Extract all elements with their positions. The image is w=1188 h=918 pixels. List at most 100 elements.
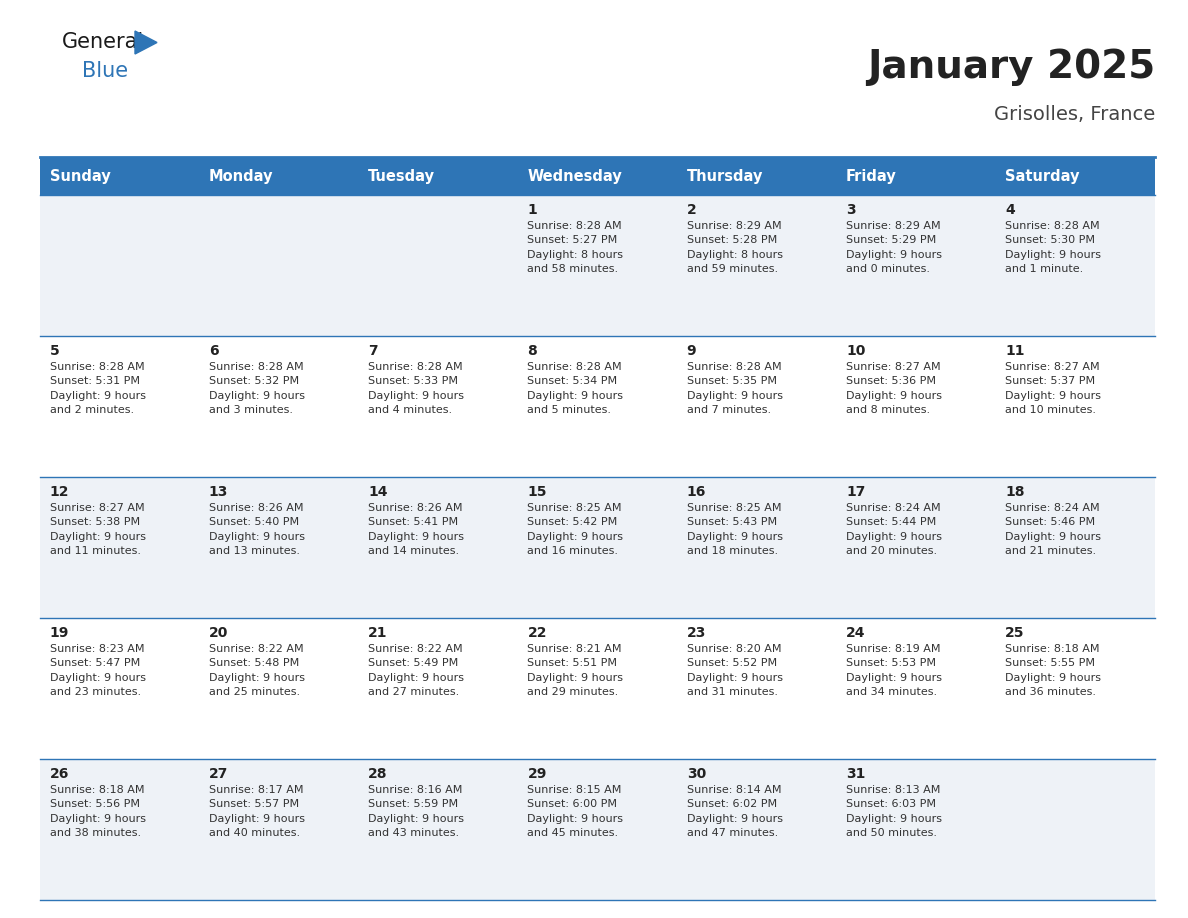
Text: 31: 31 <box>846 767 865 781</box>
Text: Sunrise: 8:27 AM
Sunset: 5:38 PM
Daylight: 9 hours
and 11 minutes.: Sunrise: 8:27 AM Sunset: 5:38 PM Dayligh… <box>50 503 146 556</box>
Bar <box>836 195 996 336</box>
Text: Sunrise: 8:19 AM
Sunset: 5:53 PM
Daylight: 9 hours
and 34 minutes.: Sunrise: 8:19 AM Sunset: 5:53 PM Dayligh… <box>846 644 942 697</box>
Bar <box>518 336 677 477</box>
Text: 19: 19 <box>50 626 69 640</box>
Text: 25: 25 <box>1005 626 1025 640</box>
Text: 11: 11 <box>1005 344 1025 358</box>
Bar <box>40 157 200 195</box>
Bar <box>677 157 836 195</box>
Text: Blue: Blue <box>82 61 128 81</box>
Text: 24: 24 <box>846 626 866 640</box>
Text: Sunrise: 8:29 AM
Sunset: 5:29 PM
Daylight: 9 hours
and 0 minutes.: Sunrise: 8:29 AM Sunset: 5:29 PM Dayligh… <box>846 221 942 274</box>
Text: Sunrise: 8:26 AM
Sunset: 5:41 PM
Daylight: 9 hours
and 14 minutes.: Sunrise: 8:26 AM Sunset: 5:41 PM Dayligh… <box>368 503 465 556</box>
Text: Sunrise: 8:24 AM
Sunset: 5:46 PM
Daylight: 9 hours
and 21 minutes.: Sunrise: 8:24 AM Sunset: 5:46 PM Dayligh… <box>1005 503 1101 556</box>
Text: 20: 20 <box>209 626 228 640</box>
Text: 8: 8 <box>527 344 537 358</box>
Text: 5: 5 <box>50 344 59 358</box>
Bar <box>996 336 1155 477</box>
Text: Sunrise: 8:13 AM
Sunset: 6:03 PM
Daylight: 9 hours
and 50 minutes.: Sunrise: 8:13 AM Sunset: 6:03 PM Dayligh… <box>846 785 942 838</box>
Text: 4: 4 <box>1005 203 1015 217</box>
Bar <box>677 336 836 477</box>
Text: General: General <box>62 32 144 52</box>
Bar <box>200 477 359 618</box>
Text: Sunrise: 8:16 AM
Sunset: 5:59 PM
Daylight: 9 hours
and 43 minutes.: Sunrise: 8:16 AM Sunset: 5:59 PM Dayligh… <box>368 785 465 838</box>
Text: Wednesday: Wednesday <box>527 169 623 184</box>
Bar <box>836 618 996 759</box>
Text: 6: 6 <box>209 344 219 358</box>
Text: 1: 1 <box>527 203 537 217</box>
Text: Sunrise: 8:28 AM
Sunset: 5:30 PM
Daylight: 9 hours
and 1 minute.: Sunrise: 8:28 AM Sunset: 5:30 PM Dayligh… <box>1005 221 1101 274</box>
Text: Sunrise: 8:28 AM
Sunset: 5:35 PM
Daylight: 9 hours
and 7 minutes.: Sunrise: 8:28 AM Sunset: 5:35 PM Dayligh… <box>687 362 783 415</box>
Text: Sunrise: 8:18 AM
Sunset: 5:55 PM
Daylight: 9 hours
and 36 minutes.: Sunrise: 8:18 AM Sunset: 5:55 PM Dayligh… <box>1005 644 1101 697</box>
Bar <box>677 618 836 759</box>
Text: Sunday: Sunday <box>50 169 110 184</box>
Bar <box>359 195 518 336</box>
Bar <box>200 618 359 759</box>
Text: 22: 22 <box>527 626 546 640</box>
Text: Sunrise: 8:28 AM
Sunset: 5:32 PM
Daylight: 9 hours
and 3 minutes.: Sunrise: 8:28 AM Sunset: 5:32 PM Dayligh… <box>209 362 305 415</box>
Bar <box>518 477 677 618</box>
Text: Saturday: Saturday <box>1005 169 1080 184</box>
Text: Sunrise: 8:28 AM
Sunset: 5:33 PM
Daylight: 9 hours
and 4 minutes.: Sunrise: 8:28 AM Sunset: 5:33 PM Dayligh… <box>368 362 465 415</box>
Bar <box>40 195 200 336</box>
Text: 21: 21 <box>368 626 387 640</box>
Text: 12: 12 <box>50 485 69 499</box>
Bar <box>200 195 359 336</box>
Text: 13: 13 <box>209 485 228 499</box>
Text: Sunrise: 8:20 AM
Sunset: 5:52 PM
Daylight: 9 hours
and 31 minutes.: Sunrise: 8:20 AM Sunset: 5:52 PM Dayligh… <box>687 644 783 697</box>
Bar <box>836 157 996 195</box>
Text: Sunrise: 8:23 AM
Sunset: 5:47 PM
Daylight: 9 hours
and 23 minutes.: Sunrise: 8:23 AM Sunset: 5:47 PM Dayligh… <box>50 644 146 697</box>
Text: Sunrise: 8:28 AM
Sunset: 5:27 PM
Daylight: 8 hours
and 58 minutes.: Sunrise: 8:28 AM Sunset: 5:27 PM Dayligh… <box>527 221 624 274</box>
Text: Sunrise: 8:28 AM
Sunset: 5:31 PM
Daylight: 9 hours
and 2 minutes.: Sunrise: 8:28 AM Sunset: 5:31 PM Dayligh… <box>50 362 146 415</box>
Bar <box>359 759 518 900</box>
Text: 7: 7 <box>368 344 378 358</box>
Text: Grisolles, France: Grisolles, France <box>993 105 1155 124</box>
Text: 3: 3 <box>846 203 855 217</box>
Bar <box>677 759 836 900</box>
Text: Sunrise: 8:26 AM
Sunset: 5:40 PM
Daylight: 9 hours
and 13 minutes.: Sunrise: 8:26 AM Sunset: 5:40 PM Dayligh… <box>209 503 305 556</box>
Text: Sunrise: 8:15 AM
Sunset: 6:00 PM
Daylight: 9 hours
and 45 minutes.: Sunrise: 8:15 AM Sunset: 6:00 PM Dayligh… <box>527 785 624 838</box>
Text: Friday: Friday <box>846 169 897 184</box>
Bar <box>996 157 1155 195</box>
Text: Sunrise: 8:29 AM
Sunset: 5:28 PM
Daylight: 8 hours
and 59 minutes.: Sunrise: 8:29 AM Sunset: 5:28 PM Dayligh… <box>687 221 783 274</box>
Bar <box>996 759 1155 900</box>
Text: 9: 9 <box>687 344 696 358</box>
Bar <box>518 618 677 759</box>
Text: Sunrise: 8:24 AM
Sunset: 5:44 PM
Daylight: 9 hours
and 20 minutes.: Sunrise: 8:24 AM Sunset: 5:44 PM Dayligh… <box>846 503 942 556</box>
Text: Sunrise: 8:28 AM
Sunset: 5:34 PM
Daylight: 9 hours
and 5 minutes.: Sunrise: 8:28 AM Sunset: 5:34 PM Dayligh… <box>527 362 624 415</box>
Bar <box>518 759 677 900</box>
Text: Sunrise: 8:14 AM
Sunset: 6:02 PM
Daylight: 9 hours
and 47 minutes.: Sunrise: 8:14 AM Sunset: 6:02 PM Dayligh… <box>687 785 783 838</box>
Text: January 2025: January 2025 <box>867 48 1155 86</box>
Bar <box>518 195 677 336</box>
Bar <box>40 477 200 618</box>
Text: 26: 26 <box>50 767 69 781</box>
Text: Sunrise: 8:22 AM
Sunset: 5:49 PM
Daylight: 9 hours
and 27 minutes.: Sunrise: 8:22 AM Sunset: 5:49 PM Dayligh… <box>368 644 465 697</box>
Bar <box>40 759 200 900</box>
Bar <box>836 336 996 477</box>
Text: Sunrise: 8:27 AM
Sunset: 5:37 PM
Daylight: 9 hours
and 10 minutes.: Sunrise: 8:27 AM Sunset: 5:37 PM Dayligh… <box>1005 362 1101 415</box>
Text: Tuesday: Tuesday <box>368 169 435 184</box>
Text: 18: 18 <box>1005 485 1025 499</box>
Bar <box>40 618 200 759</box>
Text: 10: 10 <box>846 344 865 358</box>
Bar <box>359 618 518 759</box>
Bar <box>677 195 836 336</box>
Bar <box>359 477 518 618</box>
Text: 30: 30 <box>687 767 706 781</box>
Bar <box>359 336 518 477</box>
Text: Sunrise: 8:21 AM
Sunset: 5:51 PM
Daylight: 9 hours
and 29 minutes.: Sunrise: 8:21 AM Sunset: 5:51 PM Dayligh… <box>527 644 624 697</box>
Bar <box>200 336 359 477</box>
Text: Monday: Monday <box>209 169 273 184</box>
Text: 2: 2 <box>687 203 696 217</box>
Bar <box>40 336 200 477</box>
Text: 23: 23 <box>687 626 706 640</box>
Text: 14: 14 <box>368 485 387 499</box>
Text: Sunrise: 8:27 AM
Sunset: 5:36 PM
Daylight: 9 hours
and 8 minutes.: Sunrise: 8:27 AM Sunset: 5:36 PM Dayligh… <box>846 362 942 415</box>
Bar <box>996 618 1155 759</box>
Bar <box>836 477 996 618</box>
Bar <box>996 477 1155 618</box>
Text: 15: 15 <box>527 485 546 499</box>
Text: 17: 17 <box>846 485 865 499</box>
Text: Sunrise: 8:25 AM
Sunset: 5:43 PM
Daylight: 9 hours
and 18 minutes.: Sunrise: 8:25 AM Sunset: 5:43 PM Dayligh… <box>687 503 783 556</box>
Text: Sunrise: 8:22 AM
Sunset: 5:48 PM
Daylight: 9 hours
and 25 minutes.: Sunrise: 8:22 AM Sunset: 5:48 PM Dayligh… <box>209 644 305 697</box>
